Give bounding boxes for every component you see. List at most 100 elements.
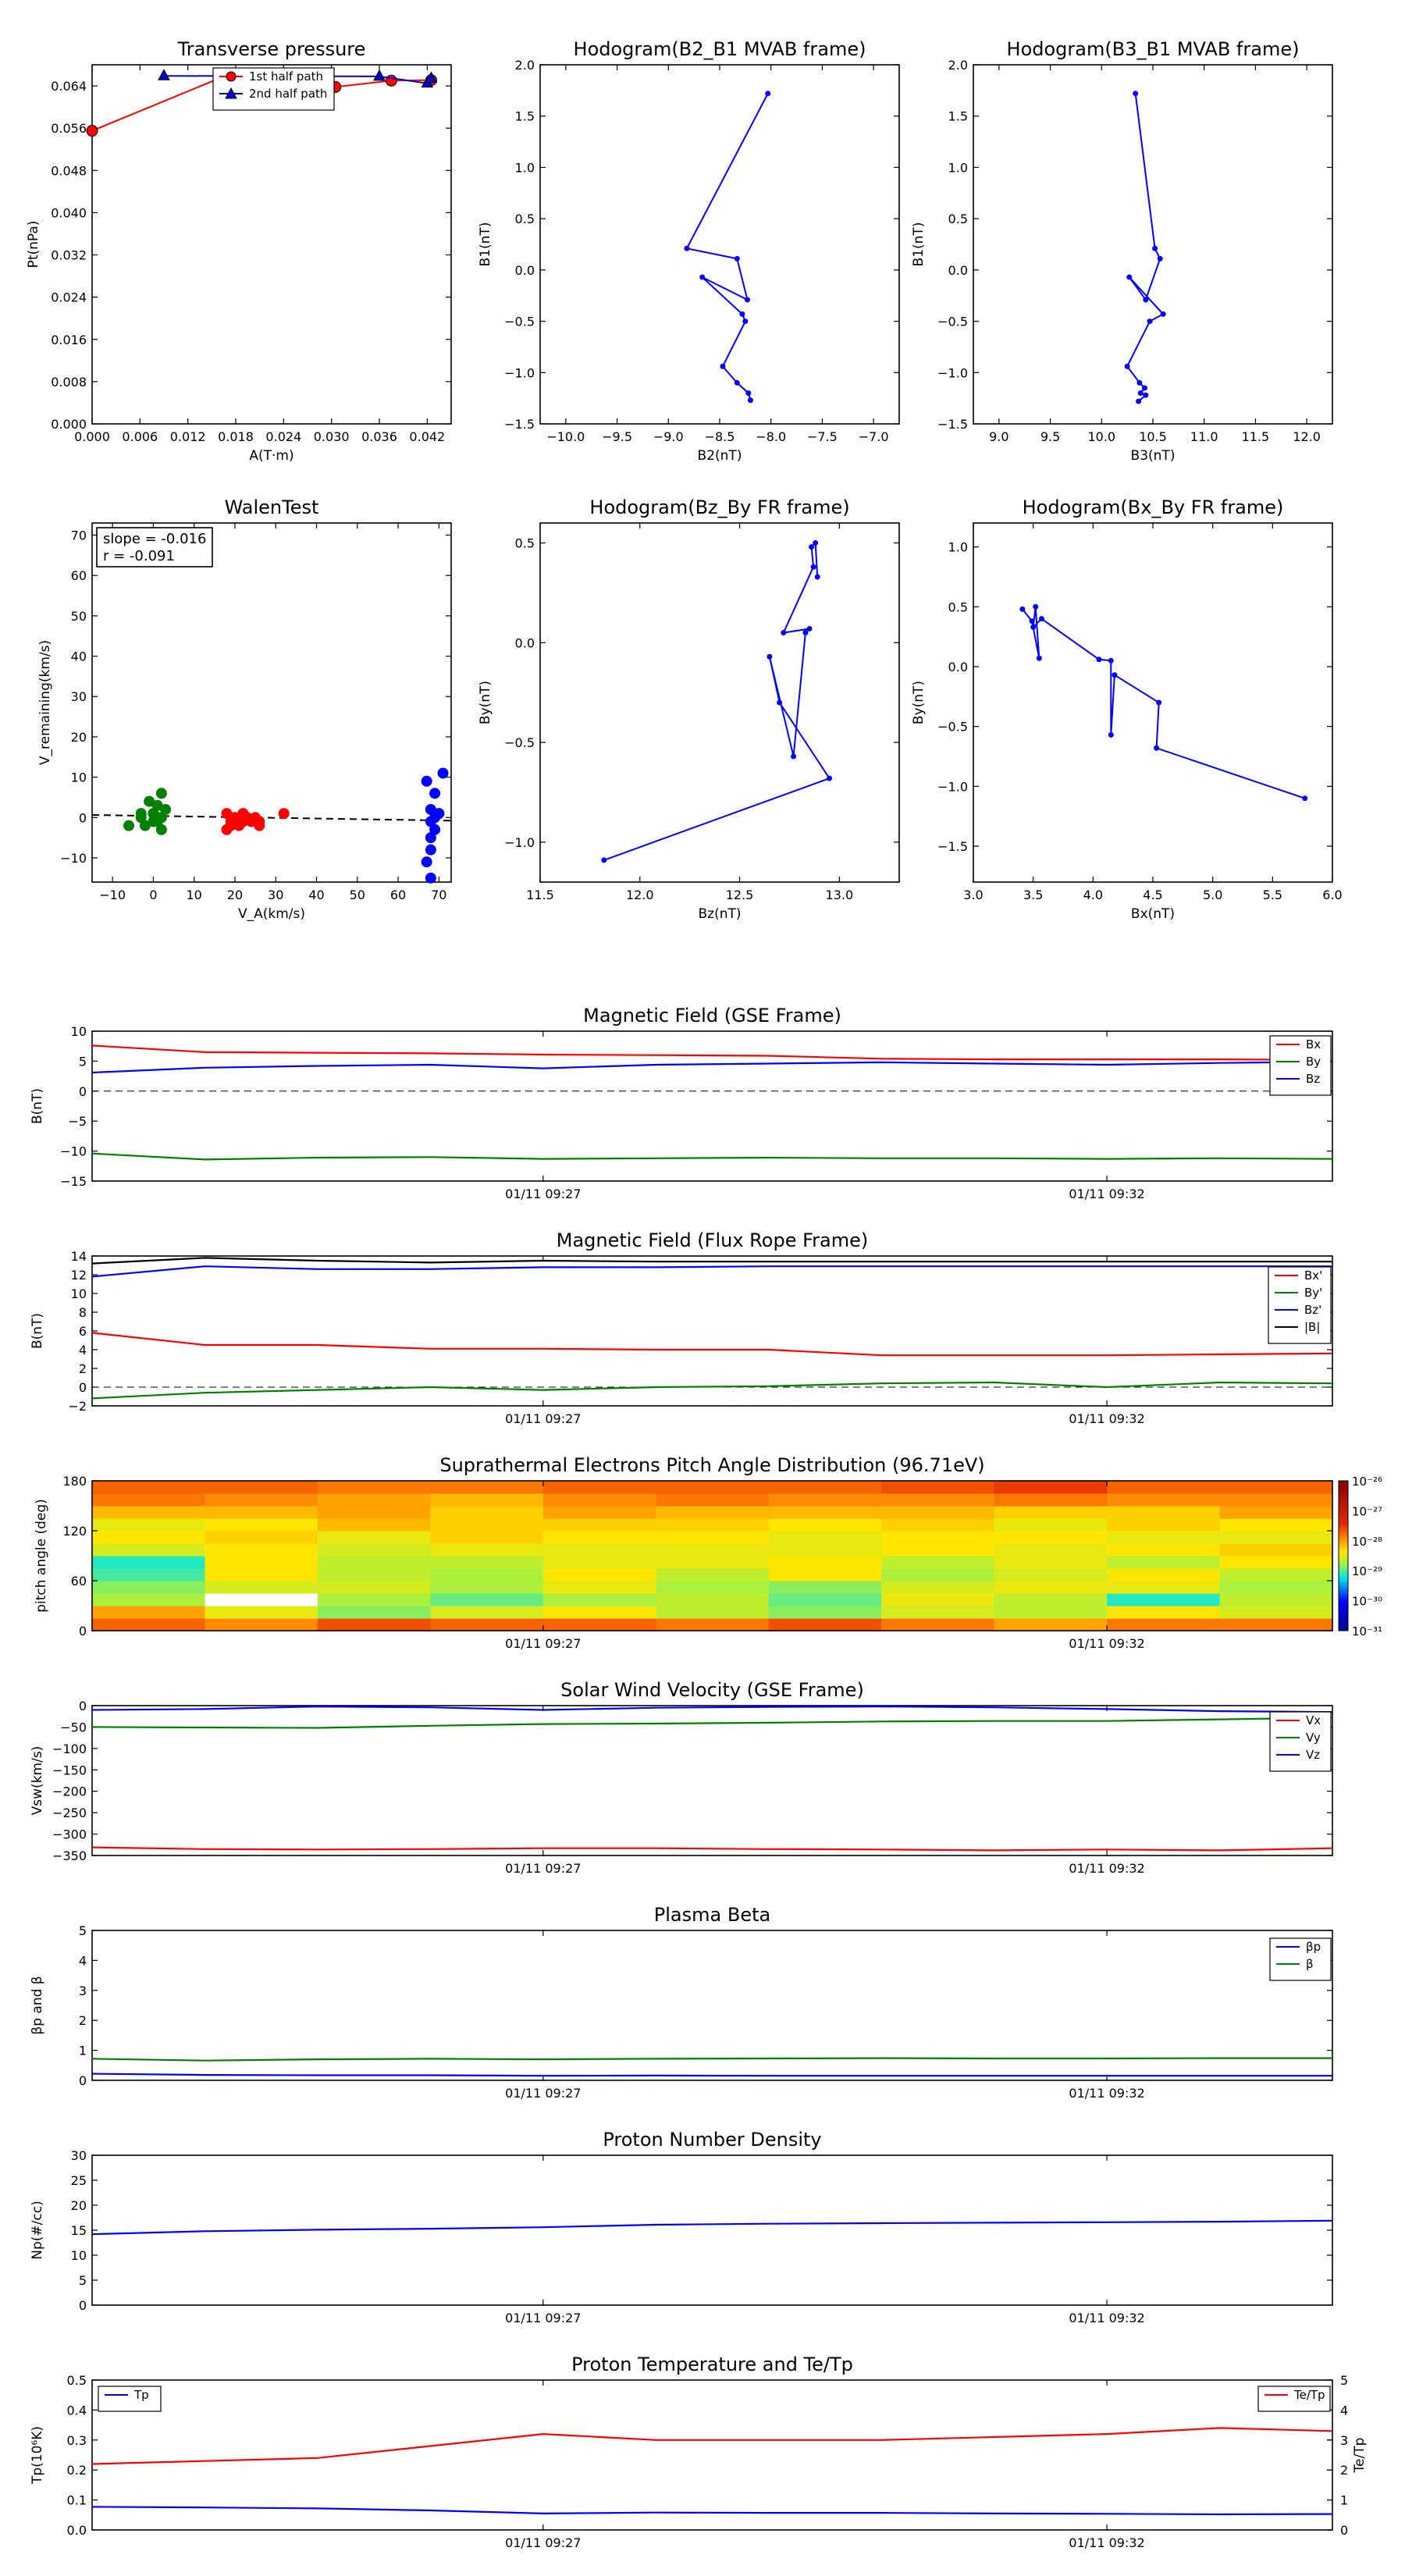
- y-tick-label: 0: [79, 2298, 87, 2313]
- y-axis-label: pitch angle (deg): [34, 1499, 49, 1613]
- y-tick-label: 1: [79, 2044, 87, 2058]
- heatmap-cell: [430, 1493, 544, 1507]
- heatmap-cell: [994, 1493, 1108, 1507]
- heatmap-cell: [768, 1581, 882, 1594]
- y-tick-label: 1.0: [948, 540, 968, 555]
- data-point: [151, 812, 163, 824]
- series-line: [91, 1152, 1333, 1161]
- legend-label: Te/Tp: [1293, 2388, 1325, 2402]
- y-tick-label: 10: [71, 1286, 87, 1301]
- legend-marker: [226, 71, 237, 82]
- colorbar-segment: [1339, 1540, 1348, 1544]
- y-tick-label: 0: [79, 2073, 87, 2088]
- colorbar-segment: [1339, 1573, 1348, 1577]
- heatmap-cell: [1107, 1618, 1221, 1631]
- y-axis-label: Tp(10⁶K): [30, 2426, 45, 2485]
- y-axis-label: Np(#/cc): [30, 2201, 45, 2259]
- heatmap-cell: [205, 1506, 318, 1519]
- colorbar-segment: [1339, 1546, 1348, 1549]
- x-axis-label: B3(nT): [1131, 448, 1176, 464]
- x-tick-label: 01/11 09:32: [1069, 2535, 1144, 2550]
- data-point: [429, 824, 441, 835]
- y-tick-label: 0.008: [51, 375, 87, 390]
- heatmap-cell: [205, 1581, 318, 1594]
- y-tick-label: 2.0: [515, 58, 535, 73]
- colorbar-segment: [1339, 1523, 1348, 1527]
- colorbar-tick-label: 10⁻²⁶: [1352, 1475, 1382, 1489]
- heatmap-cell: [768, 1506, 882, 1519]
- heatmap-cell: [881, 1606, 995, 1619]
- x-tick-label: 13.0: [826, 888, 854, 902]
- heatmap-cell: [1107, 1581, 1221, 1594]
- x-tick-label: −8.0: [756, 429, 786, 444]
- data-point: [1136, 398, 1142, 404]
- series-line: [91, 2057, 1332, 2062]
- y-tick-label: 2: [79, 1361, 87, 1376]
- colorbar-segment: [1339, 1503, 1348, 1507]
- annotation-text: slope = -0.016: [103, 531, 206, 547]
- panel-title: Suprathermal Electrons Pitch Angle Distr…: [439, 1454, 984, 1476]
- y-tick-label: −0.5: [504, 735, 535, 750]
- x-tick-label: 5.5: [1263, 888, 1282, 902]
- y-tick-label: −1.0: [504, 365, 535, 380]
- y-tick-label: 0.1: [67, 2493, 87, 2508]
- y-tick-label: 0.2: [67, 2463, 87, 2478]
- heatmap-cell: [317, 1518, 431, 1532]
- x-tick-label: 01/11 09:27: [505, 2535, 581, 2550]
- y-tick-label: 0: [79, 1380, 87, 1395]
- panel-title: Solar Wind Velocity (GSE Frame): [560, 1679, 864, 1701]
- data-point: [802, 630, 809, 636]
- x-tick-label: 01/11 09:32: [1069, 1411, 1144, 1426]
- colorbar-segment: [1339, 1481, 1348, 1484]
- legend-label: By: [1306, 1055, 1321, 1069]
- legend-label: βp: [1306, 1940, 1321, 1954]
- panel-title: WalenTest: [225, 496, 319, 518]
- colorbar-segment: [1339, 1496, 1348, 1499]
- data-point: [765, 91, 771, 97]
- x-tick-label: 12.0: [626, 888, 654, 902]
- y-tick-label: 70: [71, 528, 87, 543]
- plot-frame: [91, 2379, 1333, 2531]
- heatmap-cell: [430, 1518, 544, 1532]
- series-line: [91, 2219, 1333, 2236]
- colorbar-segment: [1339, 1623, 1348, 1627]
- colorbar-segment: [1339, 1571, 1348, 1574]
- y-tick-label: 1.5: [948, 109, 968, 124]
- colorbar-segment: [1339, 1500, 1348, 1504]
- y-tick-label: 50: [71, 609, 87, 624]
- heatmap-cell: [205, 1606, 318, 1619]
- heatmap-cell: [768, 1481, 882, 1494]
- y-tick-label: 5: [79, 1054, 87, 1069]
- colorbar-segment: [1339, 1543, 1348, 1546]
- colorbar-segment: [1339, 1550, 1348, 1554]
- y-tick-label: 0: [79, 810, 87, 825]
- series-line: [603, 541, 831, 861]
- heatmap-cell: [1107, 1593, 1221, 1606]
- heatmap-cell: [317, 1568, 431, 1582]
- x-tick-label: 11.5: [526, 888, 554, 902]
- heatmap-cell: [994, 1506, 1108, 1519]
- colorbar-segment: [1339, 1610, 1348, 1614]
- y-right-tick-label: 0: [1340, 2523, 1348, 2538]
- y-tick-label: 60: [71, 568, 87, 583]
- heatmap-cell: [1219, 1543, 1333, 1557]
- legend-label: Vy: [1306, 1731, 1321, 1745]
- heatmap-cell: [881, 1506, 995, 1519]
- series-line: [91, 1706, 1333, 1713]
- y-right-tick-label: 4: [1340, 2403, 1348, 2418]
- heatmap-cell: [768, 1618, 882, 1631]
- data-point: [745, 390, 752, 397]
- heatmap-cell: [317, 1543, 431, 1557]
- chart-magnetic-field-gse: Magnetic Field (GSE Frame) 01/11 09:27 01/…: [30, 1005, 1333, 1201]
- chart-proton-density: Proton Number Density 01/11 09:27 01/11 09…: [30, 2129, 1333, 2325]
- y-tick-label: 0.048: [51, 163, 87, 178]
- x-tick-label: −10: [99, 888, 126, 902]
- data-point: [1126, 274, 1133, 280]
- heatmap-cell: [994, 1543, 1108, 1557]
- x-tick-label: 70: [431, 888, 446, 902]
- x-tick-label: 01/11 09:32: [1069, 1861, 1144, 1876]
- heatmap-cell: [881, 1581, 995, 1594]
- data-point: [1141, 385, 1147, 391]
- x-tick-label: 4.0: [1083, 888, 1103, 902]
- data-point: [429, 788, 441, 799]
